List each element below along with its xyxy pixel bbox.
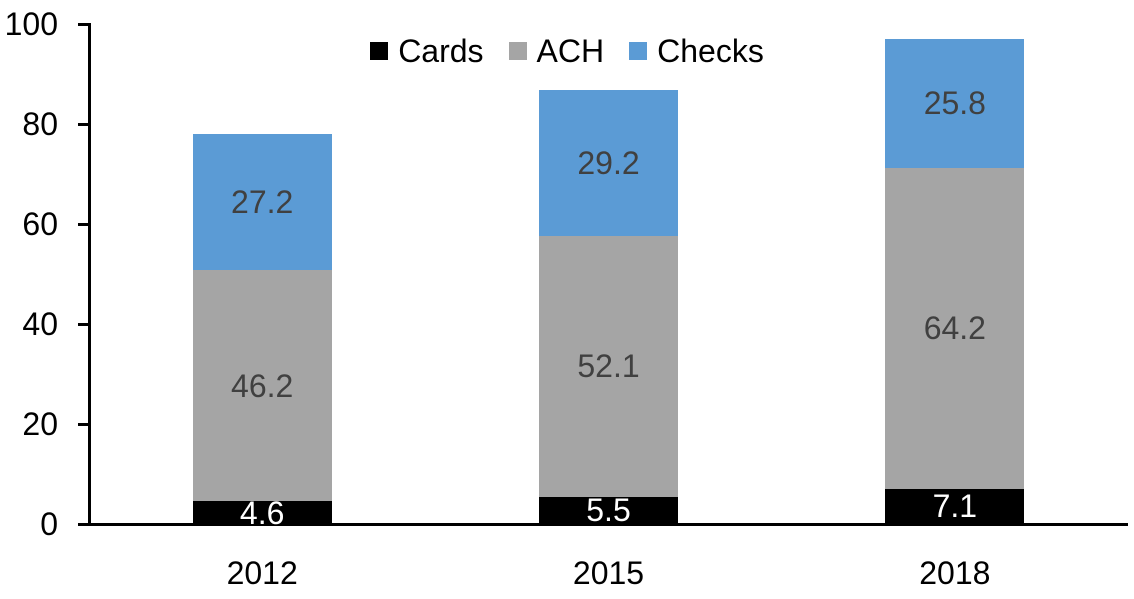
segment-value-label-checks-2015: 29.2	[577, 145, 640, 181]
legend-swatch-checks-icon	[629, 42, 648, 60]
category-label-2015: 2015	[572, 555, 645, 591]
segment-value-label-ach-2012: 46.2	[231, 367, 294, 404]
chart-legend: Cards ACH Checks	[0, 32, 1134, 70]
y-axis-line	[88, 23, 91, 526]
legend-item-checks: Checks	[629, 32, 764, 70]
y-axis-tick	[78, 123, 88, 126]
bar-segment-cards-2018	[885, 488, 1025, 524]
y-axis-tick-label: 80	[22, 106, 58, 142]
category-label-2018: 2018	[919, 555, 991, 591]
bar-segment-checks-2018	[885, 38, 1025, 168]
legend-label-cards: Cards	[398, 33, 484, 69]
segment-value-label-ach-2015: 52.1	[577, 348, 640, 385]
legend-label-ach: ACH	[536, 33, 605, 69]
y-axis-tick-label: 0	[40, 506, 58, 542]
category-label-2012: 2012	[226, 555, 298, 591]
legend-item-ach: ACH	[508, 32, 605, 70]
y-axis-tick-label: 100	[4, 6, 58, 42]
legend-swatch-ach-icon	[508, 42, 527, 60]
bar-segment-cards-2015	[539, 496, 678, 524]
bar-segment-cards-2012	[192, 501, 332, 524]
legend-item-cards: Cards	[370, 32, 484, 70]
segment-value-label-cards-2018: 7.1	[932, 488, 978, 525]
bar-segment-checks-2012	[192, 134, 332, 270]
x-axis-line	[88, 523, 1128, 526]
y-axis-tick	[78, 23, 88, 26]
legend-label-checks: Checks	[657, 33, 764, 69]
y-axis-tick-label: 20	[22, 406, 58, 442]
segment-value-label-cards-2012: 4.6	[239, 494, 285, 531]
y-axis-tick	[78, 423, 88, 426]
segment-value-label-ach-2018: 64.2	[923, 310, 986, 346]
y-axis-tick-label: 60	[22, 206, 58, 242]
legend-swatch-cards-icon	[370, 42, 389, 60]
bar-segment-ach-2015	[539, 236, 678, 497]
segment-value-label-checks-2018: 25.8	[923, 85, 986, 121]
bar-segment-ach-2012	[192, 270, 332, 501]
bar-segment-checks-2015	[539, 90, 678, 236]
y-axis-tick	[78, 523, 88, 526]
y-axis-tick	[78, 223, 88, 226]
y-axis-tick	[78, 323, 88, 326]
segment-value-label-checks-2012: 27.2	[231, 184, 294, 220]
y-axis-tick-label: 40	[22, 306, 58, 342]
segment-value-label-cards-2015: 5.5	[586, 492, 631, 529]
bar-segment-ach-2018	[885, 167, 1025, 489]
